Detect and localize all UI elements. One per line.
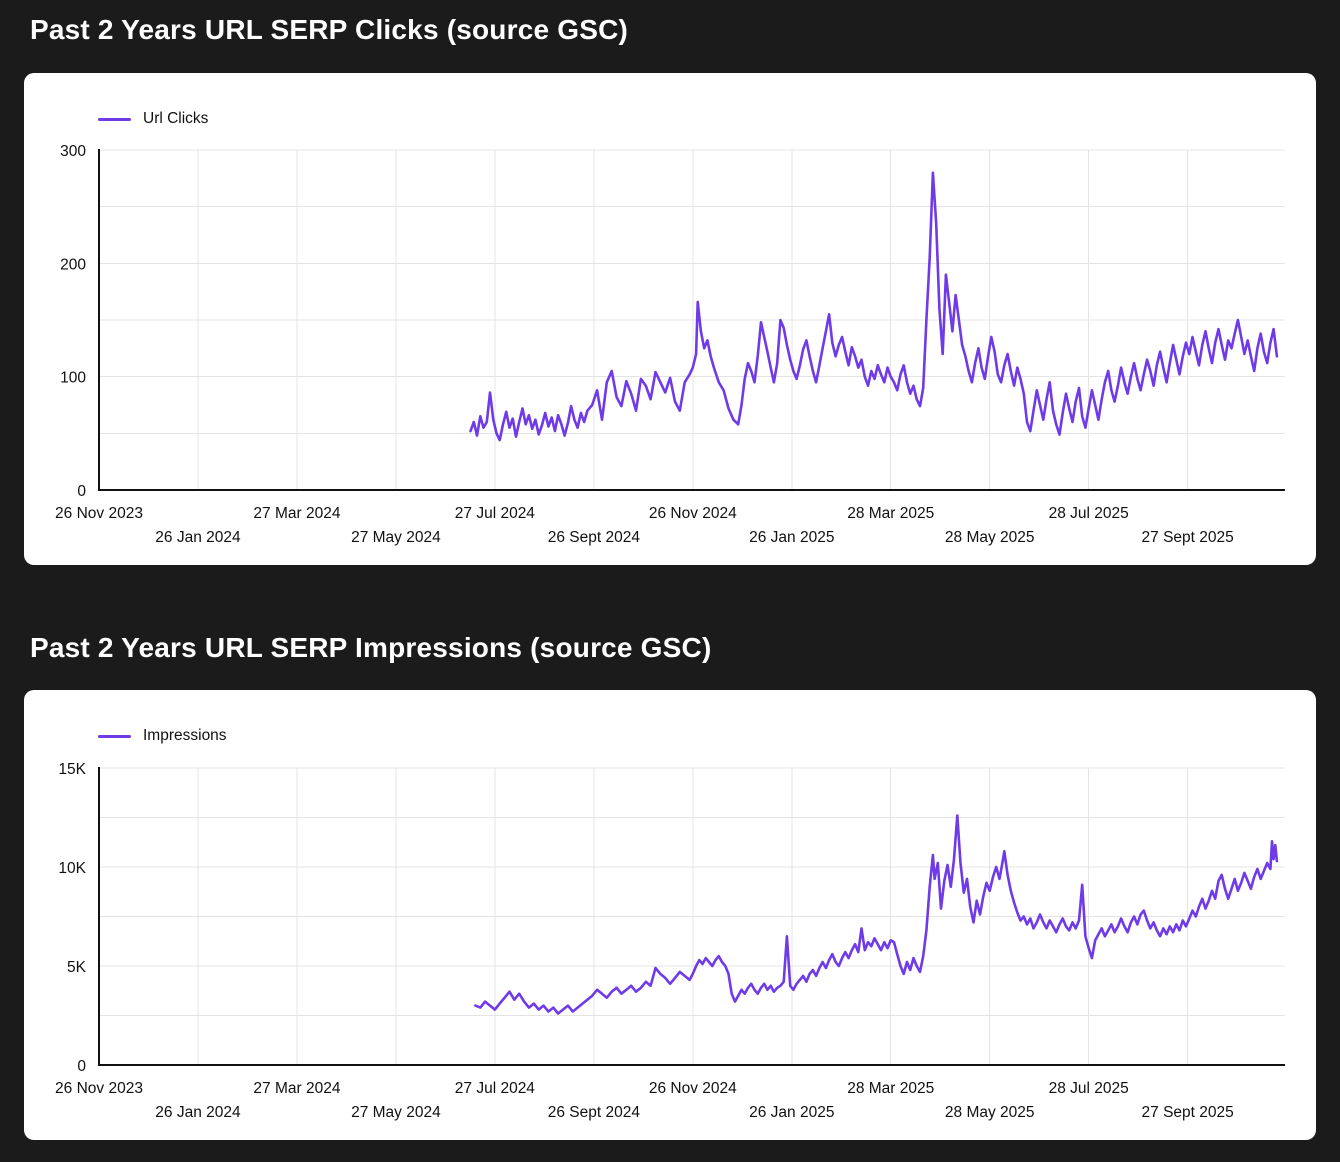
impressions-legend-swatch xyxy=(98,734,131,738)
x-tick-label: 28 Jul 2025 xyxy=(1049,1080,1129,1097)
x-tick-label: 27 Sept 2025 xyxy=(1142,529,1234,546)
clicks-chart-card: Url Clicks 0 100 200 300 26 Nov 2023 26 Jan 2… xyxy=(24,73,1316,565)
y-tick-label: 200 xyxy=(60,256,86,273)
x-tick-label: 27 Mar 2024 xyxy=(253,1080,340,1097)
impressions-chart-card: Impressions 0 5K 10K 15K 26 Nov 2023 26 Jan 2… xyxy=(24,690,1316,1140)
x-tick-label: 28 May 2025 xyxy=(945,1104,1035,1121)
clicks-chart-legend[interactable]: Url Clicks xyxy=(98,109,208,129)
gridlines xyxy=(99,149,1285,490)
impressions-legend-label: Impressions xyxy=(143,727,227,744)
gridlines xyxy=(99,767,1285,1065)
y-axis-labels: 0 5K 10K 15K xyxy=(58,761,86,1075)
clicks-chart-canvas[interactable]: 0 100 200 300 26 Nov 2023 26 Jan 2024 27 Mar 2… xyxy=(24,73,1316,565)
impressions-chart-legend[interactable]: Impressions xyxy=(98,726,227,746)
x-tick-label: 27 Jul 2024 xyxy=(455,1080,536,1097)
series-line-impressions[interactable] xyxy=(474,814,1279,1015)
y-tick-label: 100 xyxy=(60,370,86,387)
x-tick-label: 27 May 2024 xyxy=(351,529,441,546)
x-tick-label: 26 Jan 2025 xyxy=(749,529,834,546)
x-axis-labels: 26 Nov 2023 26 Jan 2024 27 Mar 2024 27 May … xyxy=(55,1080,1234,1121)
x-tick-label: 26 Nov 2024 xyxy=(649,505,737,522)
x-tick-label: 27 Jul 2024 xyxy=(455,505,536,522)
x-tick-label: 26 Jan 2024 xyxy=(155,1104,241,1121)
url-clicks-legend-label: Url Clicks xyxy=(143,110,209,127)
axes xyxy=(98,767,1285,1066)
chart-plot: 0 5K 10K 15K 26 Nov 2023 26 Jan 2024 27 Mar 20… xyxy=(55,761,1285,1121)
y-tick-label: 0 xyxy=(77,483,86,500)
x-tick-label: 26 Sept 2024 xyxy=(548,529,641,546)
y-tick-label: 5K xyxy=(67,959,87,976)
axes xyxy=(98,149,1285,491)
y-tick-label: 10K xyxy=(58,860,86,877)
x-tick-label: 26 Nov 2023 xyxy=(55,505,143,522)
x-tick-label: 28 Jul 2025 xyxy=(1049,505,1129,522)
y-axis-labels: 0 100 200 300 xyxy=(60,143,86,500)
x-tick-label: 26 Jan 2025 xyxy=(749,1104,834,1121)
impressions-chart-title: Past 2 Years URL SERP Impressions (sourc… xyxy=(30,632,712,663)
x-tick-label: 28 Mar 2025 xyxy=(847,1080,934,1097)
url-clicks-legend-swatch xyxy=(98,117,131,121)
y-tick-label: 0 xyxy=(77,1058,86,1075)
x-tick-label: 27 Mar 2024 xyxy=(253,505,340,522)
series-line-url-clicks[interactable] xyxy=(469,171,1279,442)
x-tick-label: 26 Sept 2024 xyxy=(548,1104,641,1121)
x-tick-label: 26 Nov 2024 xyxy=(649,1080,737,1097)
clicks-chart-title: Past 2 Years URL SERP Clicks (source GSC… xyxy=(30,14,629,45)
x-tick-label: 27 May 2024 xyxy=(351,1104,441,1121)
x-axis-labels: 26 Nov 2023 26 Jan 2024 27 Mar 2024 27 May … xyxy=(55,505,1234,546)
chart-plot: 0 100 200 300 26 Nov 2023 26 Jan 2024 27 Mar 2… xyxy=(55,143,1285,546)
x-tick-label: 28 May 2025 xyxy=(945,529,1035,546)
y-tick-label: 300 xyxy=(60,143,86,160)
x-tick-label: 26 Nov 2023 xyxy=(55,1080,143,1097)
x-tick-label: 26 Jan 2024 xyxy=(155,529,241,546)
y-tick-label: 15K xyxy=(58,761,86,778)
x-tick-label: 28 Mar 2025 xyxy=(847,505,934,522)
impressions-chart-canvas[interactable]: 0 5K 10K 15K 26 Nov 2023 26 Jan 2024 27 Mar 20… xyxy=(24,690,1316,1140)
x-tick-label: 27 Sept 2025 xyxy=(1142,1104,1234,1121)
